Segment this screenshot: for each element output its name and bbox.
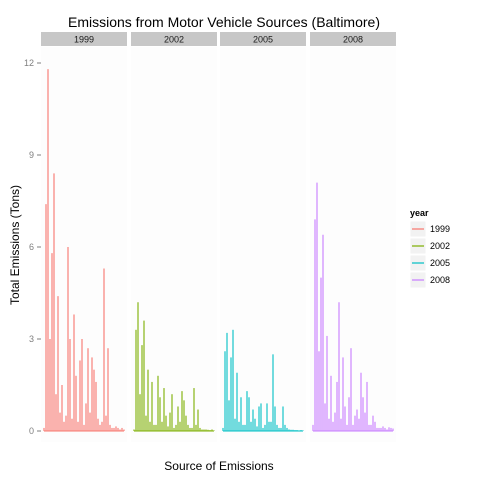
legend-item-2008: 2008	[409, 271, 450, 289]
facet-panel-1999: 1999	[41, 32, 127, 442]
facet-strip	[131, 32, 217, 46]
legend-label: 2002	[430, 241, 450, 251]
x-axis-title: Source of Emissions	[164, 459, 273, 473]
facet-panel-2002: 2002	[131, 32, 217, 442]
facet-strip-label: 2008	[343, 35, 363, 45]
facet-strip-label: 2002	[164, 35, 184, 45]
y-tick-label: 12	[24, 58, 34, 68]
facet-panels: 1999 2002 2005 2008	[41, 32, 396, 442]
y-axis: 0 3 6 9 12	[24, 58, 41, 436]
legend-item-1999: 1999	[409, 220, 450, 238]
panel-background	[220, 47, 306, 442]
facet-strip	[41, 32, 127, 46]
legend-item-2002: 2002	[409, 237, 450, 255]
y-tick-label: 0	[29, 426, 34, 436]
chart-title: Emissions from Motor Vehicle Sources (Ba…	[68, 14, 380, 30]
panel-background	[131, 47, 217, 442]
legend-title: year	[410, 208, 429, 218]
legend-label: 1999	[430, 224, 450, 234]
facet-strip	[220, 32, 306, 46]
panel-background	[310, 47, 396, 442]
legend-label: 2005	[430, 258, 450, 268]
panel-background	[41, 47, 127, 442]
y-axis-title: Total Emissions (Tons)	[8, 185, 22, 305]
legend-label: 2008	[430, 275, 450, 285]
facet-strip-label: 2005	[253, 35, 273, 45]
y-tick-label: 3	[29, 334, 34, 344]
facet-panel-2008: 2008	[310, 32, 396, 442]
y-tick-label: 6	[29, 242, 34, 252]
facet-strip	[310, 32, 396, 46]
y-tick-label: 9	[29, 150, 34, 160]
legend-item-2005: 2005	[409, 254, 450, 272]
facet-panel-2005: 2005	[220, 32, 306, 442]
facet-strip-label: 1999	[74, 35, 94, 45]
